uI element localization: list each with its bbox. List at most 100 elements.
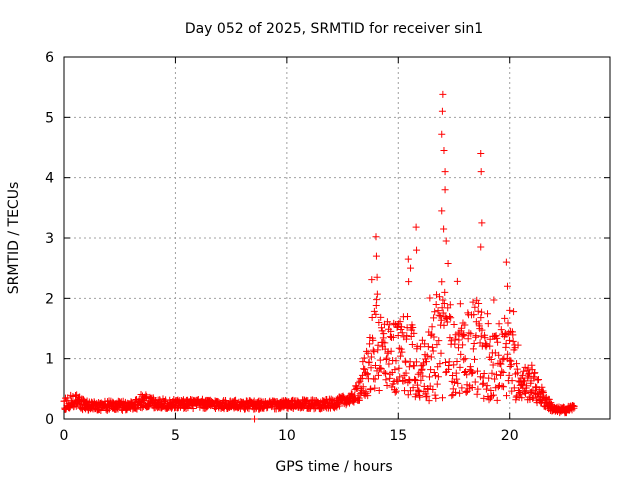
data-point	[439, 309, 447, 317]
data-point	[436, 312, 444, 320]
data-point	[396, 352, 404, 360]
data-point	[513, 360, 521, 368]
x-tick-label: 20	[501, 428, 519, 444]
data-point	[417, 343, 425, 351]
data-point	[523, 374, 531, 382]
data-point	[514, 341, 522, 349]
y-axis-label: SRMTID / TECUs	[6, 182, 22, 295]
data-point	[402, 369, 410, 377]
data-point	[359, 383, 367, 391]
data-point	[418, 336, 426, 344]
data-point	[484, 310, 492, 318]
data-point	[438, 107, 446, 115]
data-point	[484, 320, 492, 328]
data-point	[519, 372, 527, 380]
data-point	[463, 371, 471, 379]
data-point	[425, 397, 433, 405]
data-point	[527, 388, 535, 396]
data-point	[534, 376, 542, 384]
data-point	[364, 392, 372, 400]
data-point	[508, 377, 516, 385]
chart-title: Day 052 of 2025, SRMTID for receiver sin…	[185, 21, 483, 37]
data-point	[501, 314, 509, 322]
x-tick-label: 10	[278, 428, 296, 444]
data-point	[403, 332, 411, 340]
data-point	[361, 365, 369, 373]
data-point	[455, 344, 463, 352]
data-point	[426, 294, 434, 302]
data-point	[364, 349, 372, 357]
data-point	[462, 388, 470, 396]
data-point	[409, 323, 417, 331]
data-point	[470, 340, 478, 348]
data-point	[405, 363, 413, 371]
data-point	[438, 278, 446, 286]
data-point	[517, 390, 525, 398]
data-point	[413, 246, 421, 254]
x-tick-label: 15	[389, 428, 407, 444]
data-point	[505, 336, 513, 344]
data-point	[440, 300, 448, 308]
data-point	[360, 354, 368, 362]
axis-ticks: 0 5 10 15 20 0 1 2 3 4 5 6	[45, 50, 610, 444]
data-point	[434, 373, 442, 381]
data-point	[497, 360, 505, 368]
data-point	[439, 90, 447, 98]
data-point	[372, 310, 380, 318]
data-point	[421, 340, 429, 348]
x-tick-label: 5	[171, 428, 180, 444]
data-point	[460, 332, 468, 340]
gridlines	[64, 57, 610, 419]
data-point	[335, 402, 343, 410]
data-point	[461, 321, 469, 329]
data-point	[446, 301, 454, 309]
data-point	[518, 380, 526, 388]
data-point	[441, 168, 449, 176]
data-point	[493, 334, 501, 342]
data-point	[384, 348, 392, 356]
data-point	[483, 382, 491, 390]
data-point	[372, 252, 380, 260]
x-axis-label: GPS time / hours	[275, 459, 392, 475]
data-point	[374, 341, 382, 349]
data-point	[394, 332, 402, 340]
data-point	[404, 391, 412, 399]
data-point	[506, 362, 514, 370]
data-point	[316, 405, 324, 413]
data-point	[493, 396, 501, 404]
data-point	[410, 329, 418, 337]
data-point	[427, 331, 435, 339]
data-point	[516, 388, 524, 396]
data-point	[502, 340, 510, 348]
data-point	[435, 337, 443, 345]
data-point	[439, 296, 447, 304]
data-point	[424, 343, 432, 351]
data-point	[536, 393, 544, 401]
data-point	[393, 376, 401, 384]
data-point	[477, 332, 485, 340]
data-point	[497, 326, 505, 334]
data-point	[570, 402, 578, 410]
data-point	[477, 168, 485, 176]
data-point	[464, 335, 472, 343]
data-point	[438, 130, 446, 138]
data-point	[500, 383, 508, 391]
data-point	[506, 306, 514, 314]
data-point	[494, 338, 502, 346]
data-point	[541, 394, 549, 402]
data-point	[377, 324, 385, 332]
data-point	[479, 379, 487, 387]
data-point	[481, 334, 489, 342]
data-point	[375, 386, 383, 394]
data-point	[391, 366, 399, 374]
data-point	[404, 313, 412, 320]
data-point	[396, 318, 404, 326]
data-point	[398, 348, 406, 356]
data-point	[488, 369, 496, 377]
data-point	[417, 376, 425, 384]
data-point	[454, 379, 462, 387]
data-point	[492, 332, 500, 340]
data-point	[398, 329, 406, 337]
data-point	[503, 392, 511, 400]
data-point	[520, 367, 528, 375]
